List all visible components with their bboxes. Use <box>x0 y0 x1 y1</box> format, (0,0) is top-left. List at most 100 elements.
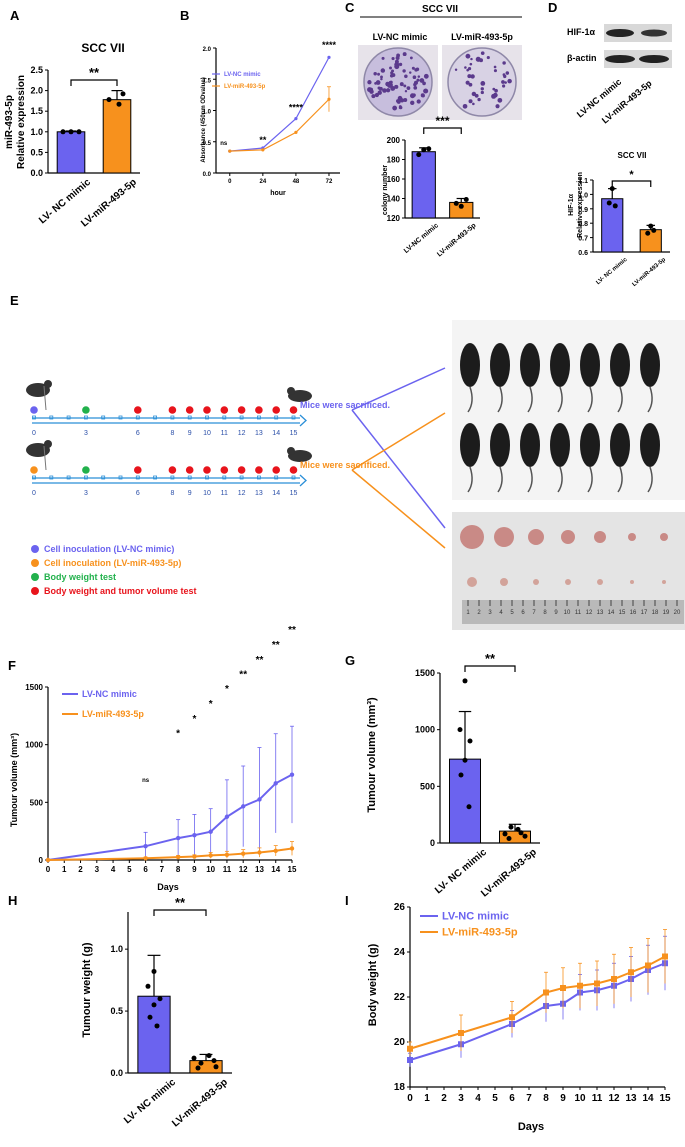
e-tumor-mi <box>597 579 603 585</box>
f-data-point <box>143 856 148 861</box>
e-mouse-tail <box>647 386 653 413</box>
e-timeline-day-label: 10 <box>203 430 211 437</box>
i-x-tick-label: 14 <box>642 1093 654 1104</box>
e-tumor-nc <box>660 533 668 541</box>
f-significance-label: * <box>192 714 196 725</box>
e-timeline-tick <box>49 415 54 420</box>
h-data-point <box>151 1002 157 1008</box>
e-timeline-day-label: 10 <box>203 490 211 497</box>
h-y-tick-label: 1.0 <box>110 944 123 954</box>
i-data-point <box>662 953 668 960</box>
c-significance-label: *** <box>435 114 449 128</box>
e-tumor-mi <box>630 580 634 584</box>
b-x-tick-label: 72 <box>326 179 333 185</box>
i-ylabel: Body weight (g) <box>367 943 379 1026</box>
i-x-tick-label: 4 <box>475 1093 481 1104</box>
e-tumor-mi <box>533 579 539 585</box>
i-x-tick-label: 10 <box>574 1093 586 1104</box>
c-colony <box>497 97 503 103</box>
d-significance-label: * <box>629 169 634 181</box>
f-x-tick-label: 14 <box>271 865 280 874</box>
c-colony <box>423 73 429 79</box>
c-y-tick-label: 180 <box>387 156 401 165</box>
e-ruler-label: 20 <box>674 610 681 616</box>
d-data-point <box>645 230 651 236</box>
e-mouse-photo <box>640 343 660 387</box>
a-data-point <box>68 129 74 135</box>
e-timeline-day-label: 15 <box>290 430 298 437</box>
f-data-point <box>257 797 262 802</box>
i-x-tick-label: 5 <box>492 1093 498 1104</box>
e-mouse-photo <box>640 423 660 467</box>
f-x-tick-label: 3 <box>95 865 100 874</box>
c-colony <box>391 56 395 61</box>
c-y-tick-label: 120 <box>387 214 401 223</box>
c-colony <box>377 72 380 76</box>
e-arrow <box>351 409 446 529</box>
e-timeline-tick <box>222 415 227 420</box>
h-data-point <box>195 1065 201 1071</box>
d-significance-bracket <box>611 180 652 187</box>
c-colony <box>472 102 475 106</box>
h-data-point <box>147 1014 153 1020</box>
e-mouse-photo <box>580 423 600 467</box>
e-timepoint-dot <box>82 466 90 474</box>
a-bar <box>56 131 86 174</box>
d-blot-hif-lane <box>604 24 672 42</box>
e-timeline-tick <box>291 475 296 480</box>
i-data-point <box>509 1014 515 1021</box>
f-x-tick-label: 12 <box>239 865 248 874</box>
c-colony <box>468 99 473 104</box>
e-ruler-label: 10 <box>564 610 571 616</box>
e-ruler-label: 13 <box>597 610 604 616</box>
g-data-point <box>502 831 508 837</box>
e-timepoint-dot <box>289 466 298 474</box>
c-colony <box>411 66 415 70</box>
c-colony <box>502 84 506 88</box>
c-ylabel: colony number <box>382 165 389 215</box>
e-timeline-arrow <box>299 474 307 487</box>
h-data-point <box>198 1060 204 1066</box>
e-ruler-label: 15 <box>619 610 626 616</box>
e-timeline-day-label: 3 <box>84 430 88 437</box>
i-y-tick-label: 22 <box>394 992 406 1003</box>
d-band-hif-1 <box>606 29 634 37</box>
c-colony <box>454 68 458 71</box>
e-timeline-tick <box>205 415 209 420</box>
f-legend-label: LV-NC mimic <box>82 689 137 699</box>
e-timepoint-dot <box>185 406 194 414</box>
panel-label-h: H <box>8 893 17 908</box>
d-y-tick-label: 1.1 <box>578 178 588 185</box>
f-data-point <box>175 854 181 860</box>
e-syringe-icon <box>43 385 47 411</box>
c-colony <box>507 78 512 84</box>
i-x-tick-label: 3 <box>458 1093 464 1104</box>
d-band-actin-2 <box>639 55 669 63</box>
e-timeline-tick <box>101 475 106 480</box>
f-legend-label: LV-miR-493-5p <box>82 709 144 719</box>
e-timeline-tick <box>153 475 158 480</box>
e-timeline-day-label: 13 <box>255 490 263 497</box>
a-data-point <box>116 101 122 107</box>
e-timeline-tick <box>187 475 192 480</box>
d-ylabel-1: HIF-1α <box>568 193 575 216</box>
e-timeline-tick <box>101 415 106 420</box>
c-data-point <box>458 203 464 209</box>
d-bar <box>639 229 662 253</box>
f-significance-label: ** <box>288 625 296 636</box>
e-timeline-tick <box>274 475 279 480</box>
c-colony <box>412 93 416 97</box>
f-y-tick-label: 1500 <box>25 683 43 692</box>
c-colony <box>380 75 383 79</box>
c-data-point <box>421 147 427 153</box>
e-timepoint-dot <box>255 406 263 414</box>
f-data-point <box>224 852 230 858</box>
c-colony <box>468 82 473 87</box>
g-data-point <box>518 830 524 836</box>
d-blot-actin: β-actin <box>567 53 597 63</box>
panel-label-b: B <box>180 8 189 23</box>
e-legend-dot <box>31 545 39 553</box>
f-x-tick-label: 1 <box>62 865 67 874</box>
e-mouse-icon <box>44 380 52 388</box>
e-arrow <box>351 469 446 549</box>
